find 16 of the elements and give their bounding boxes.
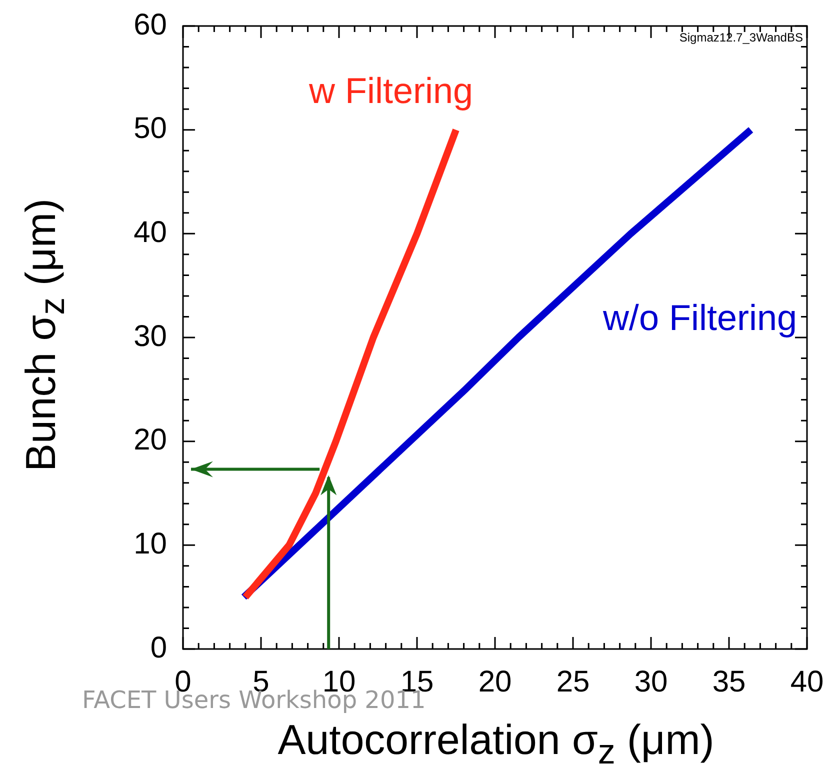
x-tick-label: 35: [712, 665, 746, 698]
annotation: Sigmaz12.7_3WandBS: [679, 30, 803, 44]
x-tick-label: 25: [556, 665, 590, 698]
x-axis-title: Autocorrelation σ$_{z}$ (μm): [276, 716, 716, 771]
series-label: w Filtering: [308, 70, 474, 111]
series-label: w/o Filtering: [602, 296, 797, 338]
x-tick-label: 20: [478, 665, 512, 698]
y-tick-label: 40: [134, 216, 167, 249]
x-tick-label: 30: [634, 665, 668, 698]
y-tick-label: 30: [134, 320, 167, 353]
x-tick-label: 40: [790, 665, 824, 698]
y-tick-label: 0: [150, 631, 167, 664]
y-tick-label: 60: [134, 8, 167, 42]
y-tick-label: 50: [134, 112, 167, 146]
y-tick-label: 10: [134, 527, 167, 560]
y-tick-label: 20: [134, 424, 167, 457]
